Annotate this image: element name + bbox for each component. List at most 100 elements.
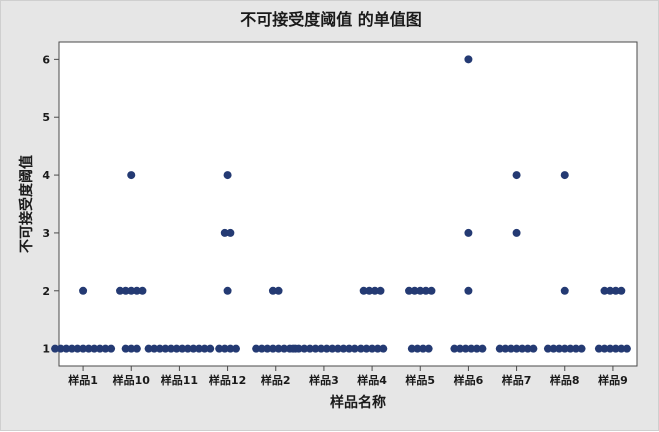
data-point bbox=[501, 344, 510, 353]
data-point bbox=[555, 344, 564, 353]
data-point bbox=[172, 344, 181, 353]
data-point bbox=[79, 344, 88, 353]
data-point bbox=[220, 344, 229, 353]
data-point bbox=[90, 344, 99, 353]
data-point bbox=[566, 344, 575, 353]
data-point bbox=[356, 344, 365, 353]
data-point bbox=[405, 286, 414, 295]
data-point bbox=[132, 344, 141, 353]
data-point bbox=[132, 286, 141, 295]
x-tick-label: 样品11 bbox=[161, 373, 198, 387]
data-point bbox=[161, 344, 170, 353]
data-point bbox=[127, 344, 136, 353]
data-point bbox=[362, 344, 371, 353]
data-point bbox=[407, 344, 416, 353]
data-point bbox=[416, 286, 425, 295]
data-point bbox=[373, 344, 382, 353]
data-point bbox=[560, 344, 569, 353]
data-point bbox=[594, 344, 603, 353]
data-point bbox=[274, 286, 283, 295]
data-point bbox=[560, 171, 569, 180]
data-point bbox=[379, 344, 388, 353]
data-point bbox=[268, 344, 277, 353]
x-tick-label: 样品9 bbox=[598, 373, 628, 387]
data-point bbox=[368, 344, 377, 353]
data-point bbox=[223, 286, 232, 295]
data-point bbox=[223, 171, 232, 180]
data-point bbox=[467, 344, 476, 353]
y-tick-label: 5 bbox=[42, 111, 50, 124]
data-point bbox=[606, 344, 615, 353]
x-axis-ticks: 样品1 样品10 样品11 样品12 样品2 样品3 样品4 样品5 样品6 样品7 样品8 样品9 bbox=[68, 366, 628, 387]
data-point bbox=[138, 286, 147, 295]
data-point bbox=[178, 344, 187, 353]
data-point bbox=[220, 228, 229, 237]
data-point bbox=[189, 344, 198, 353]
data-point bbox=[280, 344, 289, 353]
data-point bbox=[549, 344, 558, 353]
plot-area bbox=[58, 41, 638, 367]
data-point bbox=[413, 344, 422, 353]
x-tick-label: 样品8 bbox=[550, 373, 580, 387]
data-point bbox=[478, 344, 487, 353]
data-point bbox=[345, 344, 354, 353]
data-point bbox=[370, 286, 379, 295]
data-point bbox=[167, 344, 176, 353]
data-point bbox=[121, 286, 130, 295]
y-tick-label: 2 bbox=[42, 285, 50, 298]
data-point bbox=[116, 286, 125, 295]
data-point bbox=[311, 344, 320, 353]
data-point bbox=[305, 344, 314, 353]
x-tick-label: 样品2 bbox=[261, 373, 291, 387]
data-point bbox=[226, 344, 235, 353]
data-point bbox=[461, 344, 470, 353]
data-point bbox=[101, 344, 110, 353]
x-tick-label: 样品7 bbox=[502, 373, 532, 387]
data-point bbox=[424, 344, 433, 353]
data-point bbox=[328, 344, 337, 353]
x-tick-label: 样品10 bbox=[113, 373, 151, 387]
data-point bbox=[200, 344, 209, 353]
data-point bbox=[577, 344, 586, 353]
data-point bbox=[376, 286, 385, 295]
data-point bbox=[421, 286, 430, 295]
data-point bbox=[464, 228, 473, 237]
data-point bbox=[512, 228, 521, 237]
data-point bbox=[611, 286, 620, 295]
data-point bbox=[226, 228, 235, 237]
x-axis-label: 样品名称 bbox=[330, 394, 386, 411]
data-points bbox=[51, 55, 631, 353]
data-point bbox=[456, 344, 465, 353]
chart-title: 不可接受度阈值 的单值图 bbox=[240, 10, 422, 29]
data-point bbox=[95, 344, 104, 353]
x-tick-label: 样品1 bbox=[68, 373, 98, 387]
data-point bbox=[257, 344, 266, 353]
data-point bbox=[560, 286, 569, 295]
data-point bbox=[450, 344, 459, 353]
data-point bbox=[365, 286, 374, 295]
data-point bbox=[195, 344, 204, 353]
data-point bbox=[518, 344, 527, 353]
data-point bbox=[523, 344, 532, 353]
data-point bbox=[571, 344, 580, 353]
y-axis-ticks: 1 2 3 4 5 6 bbox=[42, 53, 59, 356]
data-point bbox=[350, 344, 359, 353]
data-point bbox=[600, 286, 609, 295]
data-point bbox=[107, 344, 116, 353]
data-point bbox=[79, 286, 88, 295]
data-point bbox=[506, 344, 515, 353]
data-point bbox=[121, 344, 130, 353]
data-point bbox=[512, 171, 521, 180]
data-point bbox=[144, 344, 153, 353]
data-point bbox=[84, 344, 93, 353]
data-point bbox=[294, 344, 303, 353]
data-point bbox=[427, 286, 436, 295]
data-point bbox=[51, 344, 60, 353]
data-point bbox=[73, 344, 82, 353]
x-tick-label: 样品3 bbox=[309, 373, 339, 387]
data-point bbox=[56, 344, 65, 353]
data-point bbox=[300, 344, 309, 353]
data-point bbox=[600, 344, 609, 353]
